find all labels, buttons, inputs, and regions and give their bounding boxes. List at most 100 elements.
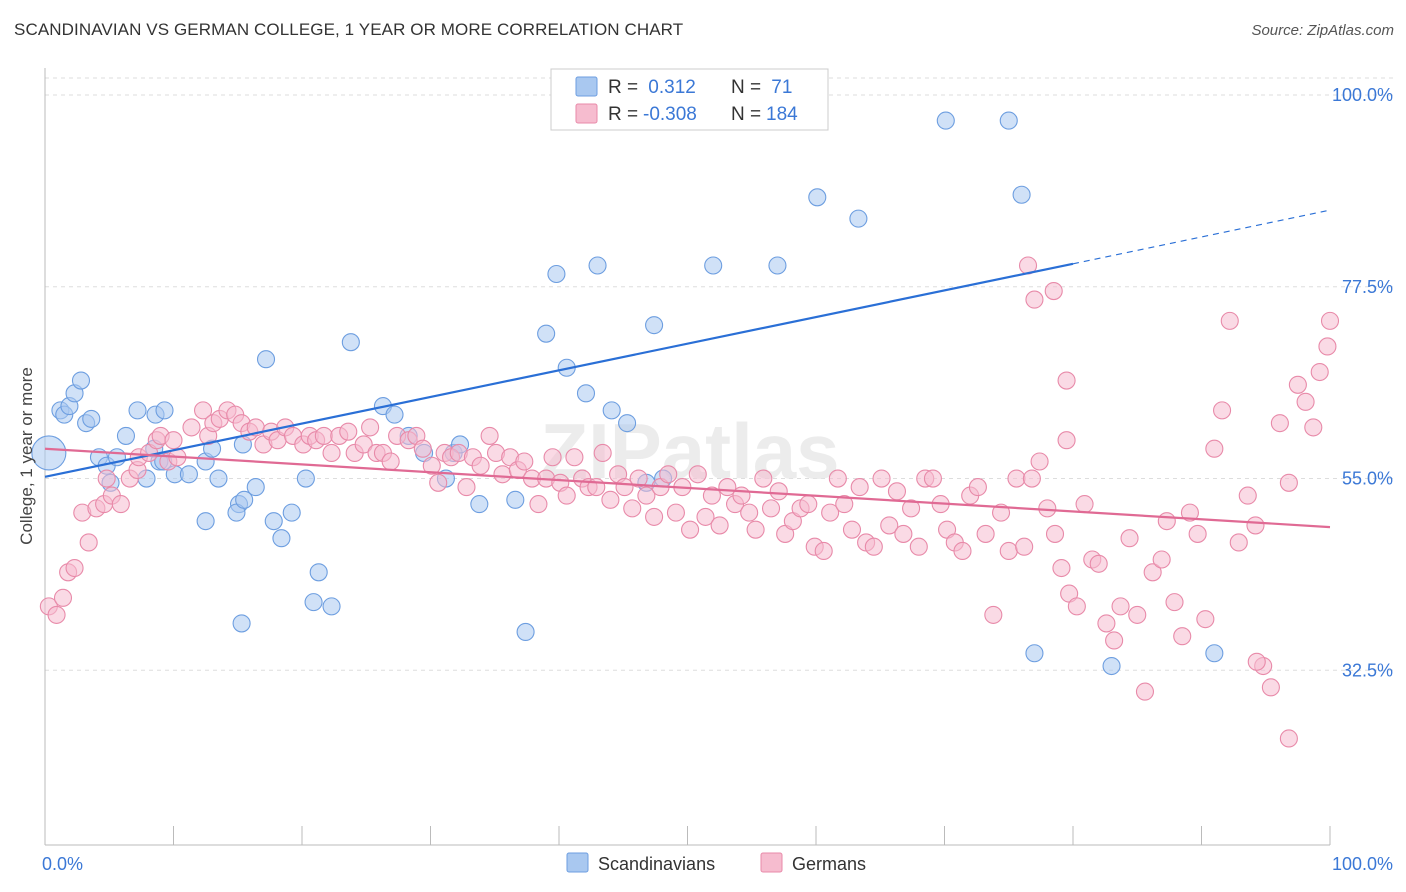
germans-point xyxy=(828,469,847,488)
germans-point xyxy=(1165,593,1184,612)
germans-point xyxy=(1247,652,1266,671)
scandinavians-point xyxy=(264,512,283,531)
germans-point xyxy=(702,486,721,505)
germans-point xyxy=(850,478,869,497)
scandinavians-point xyxy=(645,316,664,335)
germans-point xyxy=(354,435,373,454)
germans-point xyxy=(47,605,66,624)
germans-point xyxy=(361,418,380,437)
germans-point xyxy=(53,588,73,607)
germans-point xyxy=(543,448,562,467)
chart-title: SCANDINAVIAN VS GERMAN COLLEGE, 1 YEAR O… xyxy=(14,20,684,39)
germans-point xyxy=(953,541,972,561)
germans-point xyxy=(1075,495,1094,514)
germans-point xyxy=(814,541,833,561)
germans-point xyxy=(1097,614,1116,633)
scandinavians-point xyxy=(282,503,301,522)
scandinavians-point xyxy=(808,188,827,207)
germans-point xyxy=(909,537,928,556)
scandinavians-point xyxy=(256,350,276,369)
germans-point xyxy=(1105,631,1124,650)
x-tick-label: 0.0% xyxy=(42,854,83,874)
scandinavians-point xyxy=(235,490,254,509)
germans-point xyxy=(381,452,400,471)
scandinavians-point xyxy=(1012,185,1031,204)
legend-r-label: R = xyxy=(608,104,638,125)
germans-point xyxy=(1120,529,1139,548)
germans-point xyxy=(864,537,883,556)
germans-point xyxy=(493,465,512,484)
germans-point xyxy=(894,524,913,543)
germans-point xyxy=(1196,610,1215,629)
germans-point xyxy=(1173,627,1192,646)
bottom-legend-scandinavians: Scandinavians xyxy=(598,854,715,874)
legend-r-value: 0.312 xyxy=(643,77,696,98)
germans-point xyxy=(1304,418,1323,437)
germans-point xyxy=(457,478,476,497)
germans-point xyxy=(1157,512,1176,531)
scandinavians-point xyxy=(576,384,596,403)
correlation-legend: R = 0.312 N = 71 R = -0.308 N = 184 xyxy=(550,68,829,131)
germans-points xyxy=(39,256,1340,748)
germans-point xyxy=(1180,503,1199,522)
legend-n-value: 71 xyxy=(766,77,792,98)
germans-point xyxy=(835,495,854,514)
germans-point xyxy=(1015,537,1034,556)
germans-point xyxy=(1320,311,1340,330)
germans-point xyxy=(1270,414,1289,433)
scandinavians-point xyxy=(232,614,251,633)
scandinavians-point xyxy=(1025,644,1044,663)
tick-labels: 100.0% 77.5% 55.0% 32.5% 0.0% 100.0% xyxy=(42,85,1393,874)
germans-point xyxy=(968,478,987,497)
germans-point xyxy=(710,516,729,535)
germans-point xyxy=(1261,678,1280,697)
germans-point xyxy=(565,448,584,467)
germans-point xyxy=(999,541,1018,561)
scandinavians-point xyxy=(470,495,489,514)
germans-point xyxy=(1052,558,1071,578)
scandinavians-point xyxy=(71,371,91,390)
scandinavians-point xyxy=(31,435,67,471)
germans-point xyxy=(111,495,130,514)
germans-point xyxy=(429,473,448,492)
germans-point xyxy=(1152,550,1171,569)
source-label: Source: ZipAtlas.com xyxy=(1251,22,1394,39)
germans-point xyxy=(1310,362,1329,382)
germans-trend-line xyxy=(44,447,1331,529)
germans-point xyxy=(1213,401,1232,420)
scandinavians-point xyxy=(196,512,215,531)
germans-point xyxy=(1279,729,1298,748)
germans-point xyxy=(322,443,341,463)
germans-point xyxy=(799,495,818,514)
bottom-legend-swatch-scandinavians xyxy=(566,852,589,873)
germans-point xyxy=(976,524,995,543)
y-tick-label: 55.0% xyxy=(1342,469,1393,489)
legend-r-value: -0.308 xyxy=(643,104,697,125)
germans-point xyxy=(339,422,358,441)
germans-point xyxy=(1111,597,1130,616)
germans-point xyxy=(1067,597,1086,616)
scandinavians-point xyxy=(309,563,328,582)
germans-point xyxy=(601,490,620,509)
scandinavians-point xyxy=(155,401,174,420)
germans-point xyxy=(557,486,576,505)
scandinavians-point xyxy=(588,256,607,275)
germans-point xyxy=(761,499,781,518)
germans-point xyxy=(1057,431,1076,450)
scandinavians-point xyxy=(322,597,341,616)
scandinavians-point xyxy=(516,622,535,641)
germans-point xyxy=(480,426,499,445)
germans-point xyxy=(740,503,759,522)
legend-swatch-germans xyxy=(575,103,598,124)
scandinavians-point xyxy=(272,529,291,548)
germans-point xyxy=(1296,392,1315,411)
germans-point xyxy=(681,520,700,539)
scandinavians-point xyxy=(246,478,265,497)
germans-point xyxy=(1044,282,1063,301)
germans-point xyxy=(314,426,333,445)
germans-point xyxy=(902,499,921,518)
scandinavians-point xyxy=(341,333,360,352)
germans-point xyxy=(923,469,942,488)
scandinavians-point xyxy=(128,401,147,420)
scandinavians-points xyxy=(31,111,1224,676)
